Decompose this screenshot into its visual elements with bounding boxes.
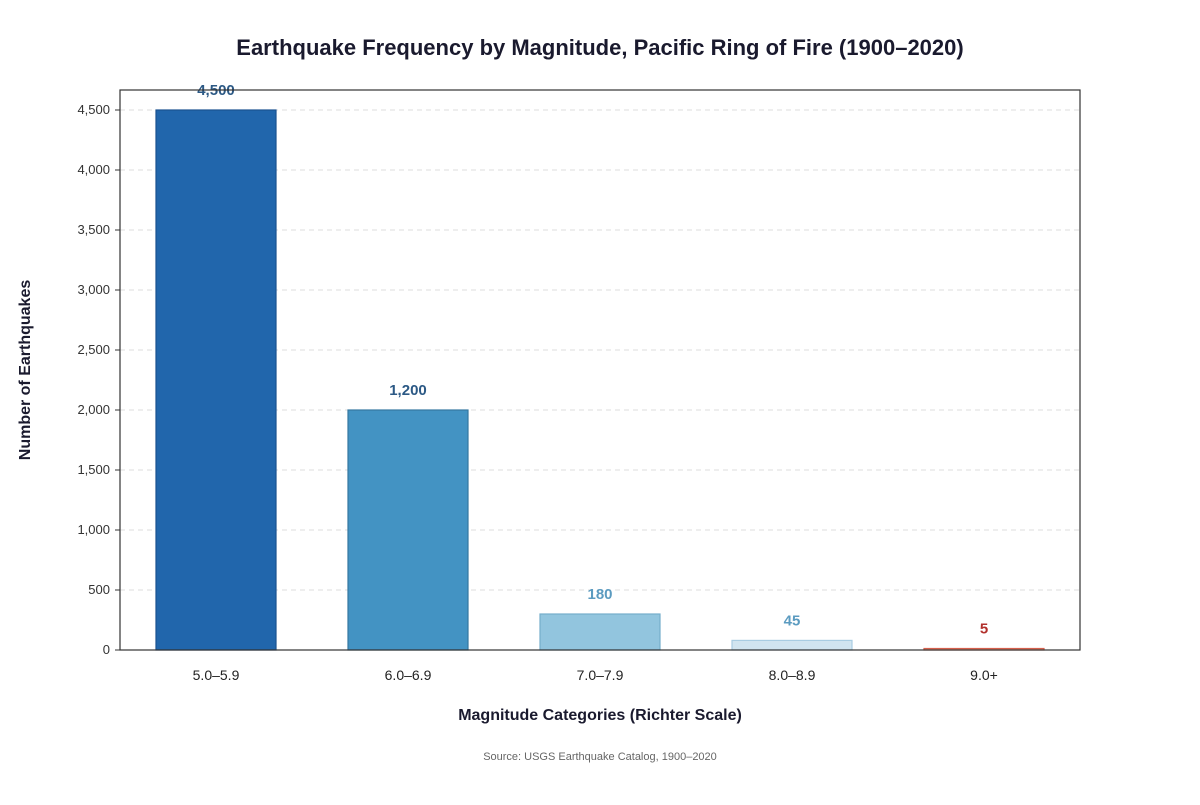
y-tick-label: 500: [88, 582, 110, 597]
y-tick-label: 3,500: [77, 222, 110, 237]
x-category-label: 6.0–6.9: [385, 667, 432, 683]
bar: [539, 613, 661, 651]
bars: [155, 109, 1045, 651]
data-label: 180: [587, 586, 612, 603]
x-category-label: 9.0+: [970, 667, 998, 683]
y-tick-label: 1,000: [77, 522, 110, 537]
x-axis-categories: 5.0–5.9 6.0–6.9 7.0–7.9 8.0–8.9 9.0+: [193, 667, 998, 683]
y-tick-label: 3,000: [77, 282, 110, 297]
y-tick-label: 1,500: [77, 462, 110, 477]
x-category-label: 8.0–8.9: [769, 667, 816, 683]
grid-lines: [120, 109, 1080, 591]
x-axis-title: Magnitude Categories (Richter Scale): [458, 707, 742, 724]
y-tick-label: 2,000: [77, 402, 110, 417]
y-tick-label: 2,500: [77, 342, 110, 357]
data-label: 1,200: [389, 382, 427, 399]
y-tick-label: 4,000: [77, 162, 110, 177]
y-tick-label: 4,500: [77, 102, 110, 117]
bar: [731, 639, 853, 651]
y-tick-label: 0: [103, 642, 110, 657]
y-axis-title: Number of Earthquakes: [17, 280, 34, 461]
y-axis-ticks: 0 500 1,000 1,500 2,000 2,500 3,000 3,500 4,000 4…: [77, 102, 120, 657]
data-label: 45: [784, 612, 801, 629]
source-note: Source: USGS Earthquake Catalog, 1900–20…: [483, 751, 717, 763]
chart-title: Earthquake Frequency by Magnitude, Pacif…: [236, 35, 963, 60]
bar: [347, 409, 469, 651]
data-label: 5: [980, 621, 988, 638]
bar: [155, 109, 277, 651]
x-category-label: 5.0–5.9: [193, 667, 240, 683]
x-category-label: 7.0–7.9: [577, 667, 624, 683]
plot-area-frame: [119, 89, 1081, 651]
